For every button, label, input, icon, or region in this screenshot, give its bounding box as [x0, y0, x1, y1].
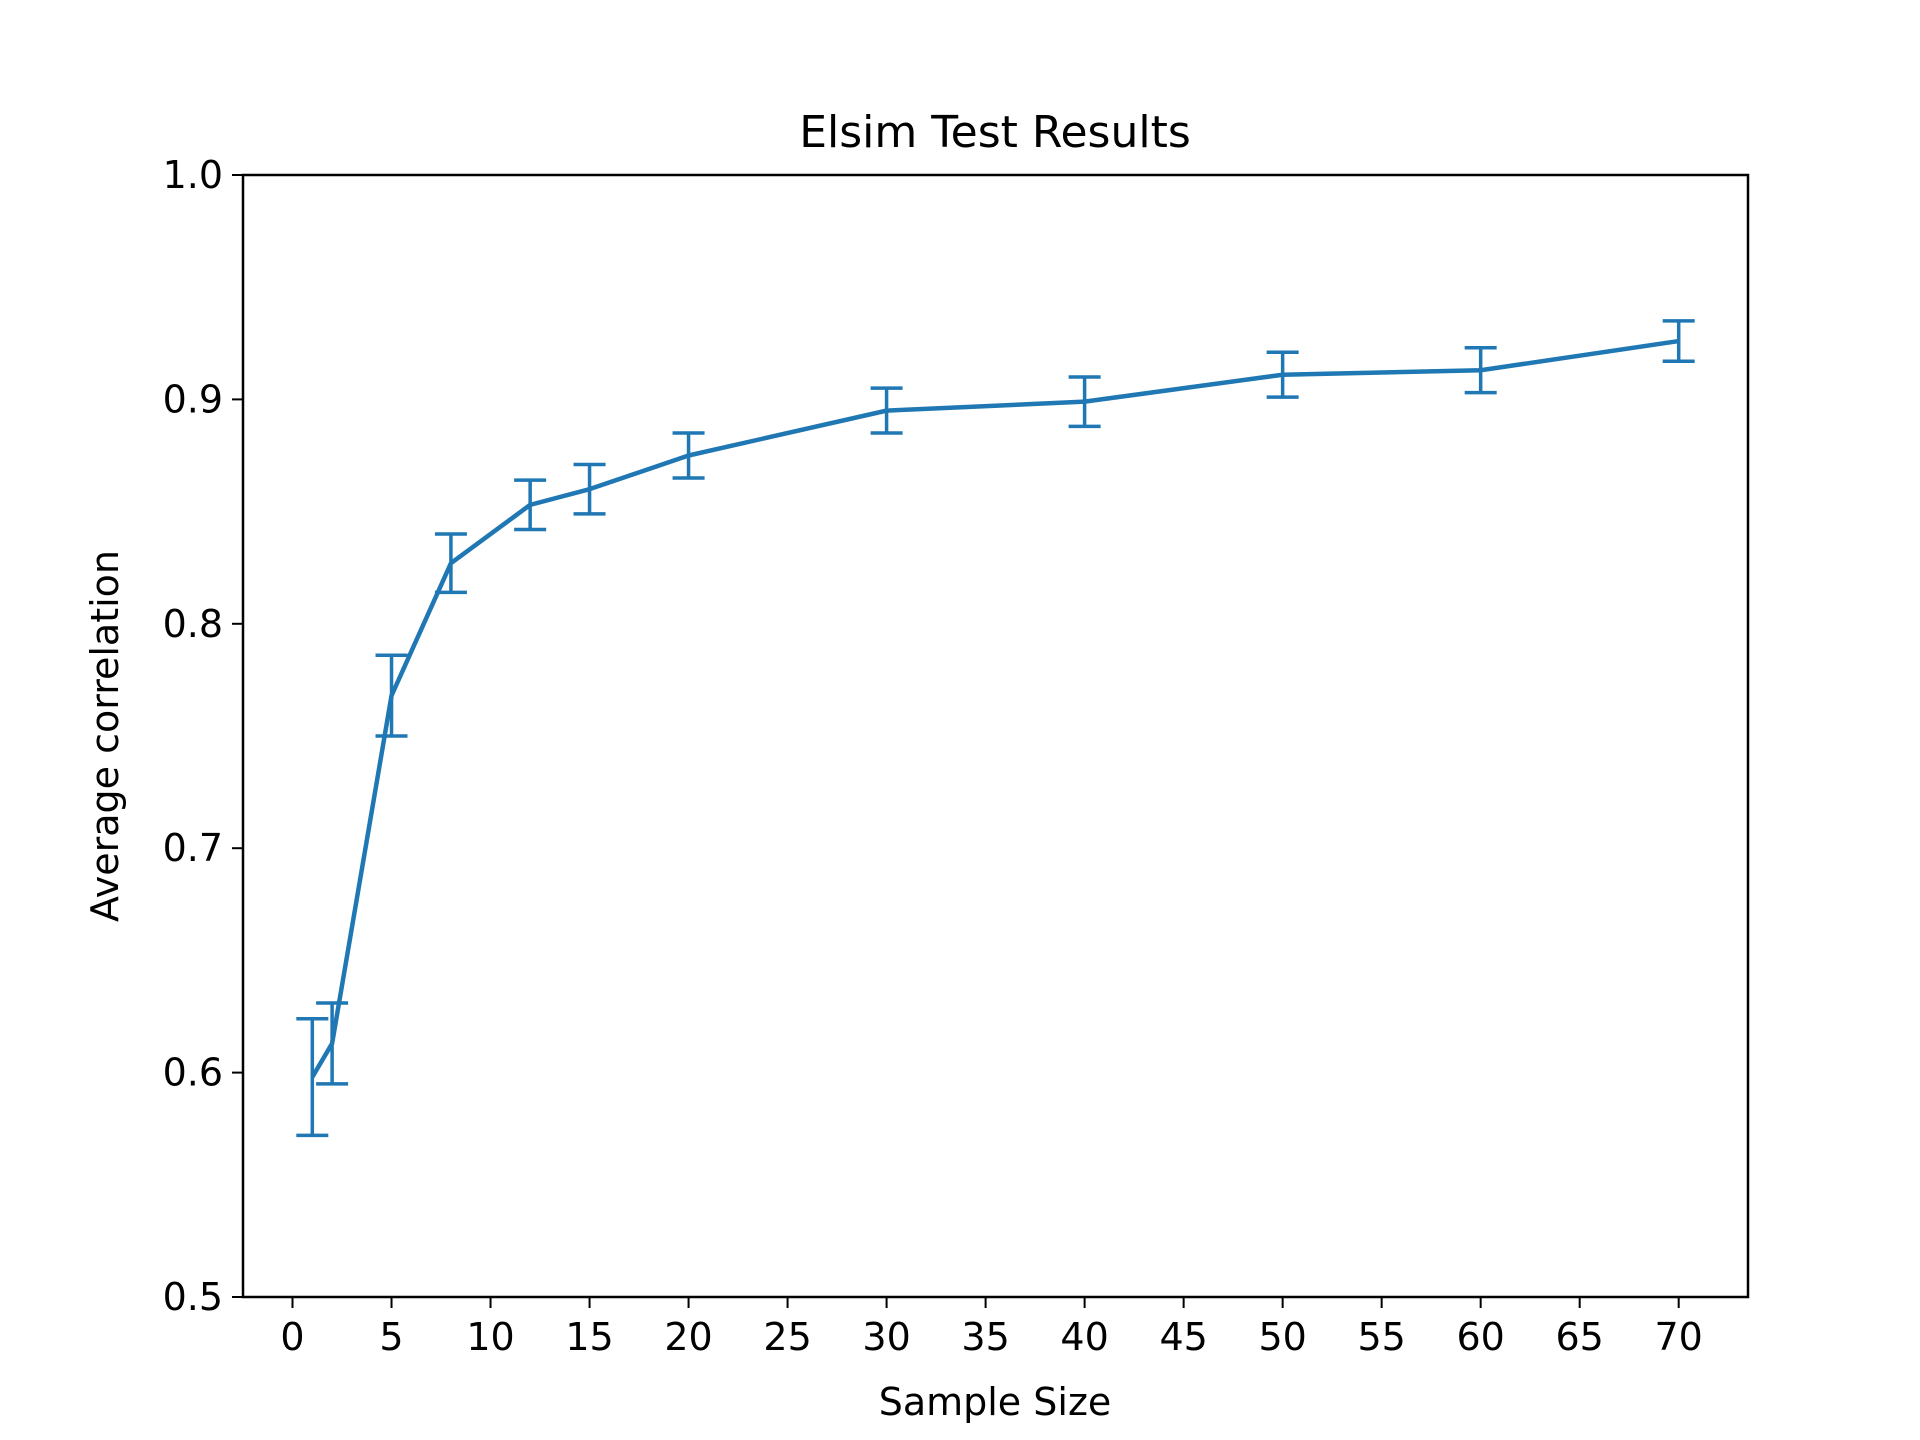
x-tick-label: 50	[1258, 1315, 1306, 1359]
x-tick-label: 20	[664, 1315, 712, 1359]
x-tick-label: 25	[763, 1315, 811, 1359]
error-bar	[1068, 375, 1101, 429]
x-tick-label: 40	[1060, 1315, 1108, 1359]
y-tick-label: 0.7	[163, 826, 223, 870]
plot-frame	[241, 173, 1750, 1299]
chart-title: Elsim Test Results	[799, 107, 1191, 158]
error-bar	[316, 1001, 349, 1086]
axis-ticks: 0 5 10 15 20 25 30 35 40 45 50 55 60 65 70 0.5 0.6 0.7 0.8…	[163, 153, 1703, 1359]
error-bar	[672, 431, 705, 480]
x-tick-label: 35	[961, 1315, 1009, 1359]
x-tick-label: 30	[862, 1315, 910, 1359]
error-bar	[1662, 319, 1695, 364]
x-axis-label: Sample Size	[879, 1380, 1112, 1424]
x-tick-label: 0	[280, 1315, 304, 1359]
y-tick-label: 0.8	[163, 602, 223, 646]
error-bar	[375, 653, 408, 738]
y-tick-label: 0.6	[163, 1051, 223, 1095]
error-bar	[296, 1016, 329, 1138]
x-tick-label: 10	[466, 1315, 514, 1359]
series-line	[310, 338, 1680, 1079]
error-bar	[434, 532, 467, 595]
x-tick-label: 65	[1555, 1315, 1603, 1359]
y-axis-label: Average correlation	[83, 550, 127, 922]
x-tick-label: 5	[379, 1315, 403, 1359]
x-tick-label: 70	[1655, 1315, 1703, 1359]
x-tick-label: 45	[1159, 1315, 1207, 1359]
plot-data	[296, 319, 1695, 1138]
error-bar	[1266, 350, 1299, 399]
error-bar	[514, 478, 547, 532]
y-tick-label: 0.9	[163, 377, 223, 421]
x-tick-label: 15	[565, 1315, 613, 1359]
y-tick-label: 1.0	[163, 153, 223, 197]
error-bar	[870, 386, 903, 435]
y-tick-label: 0.5	[163, 1275, 223, 1319]
error-bar	[1464, 346, 1497, 395]
error-bar	[573, 462, 606, 516]
x-tick-label: 60	[1456, 1315, 1504, 1359]
x-tick-label: 55	[1357, 1315, 1405, 1359]
